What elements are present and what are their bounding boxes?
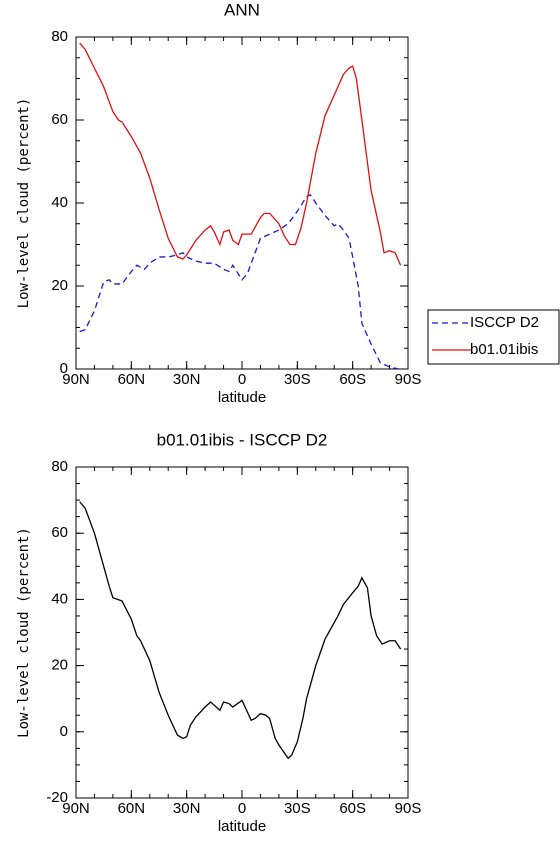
x-tick-label: 30N bbox=[173, 800, 201, 817]
x-tick-label: 90S bbox=[395, 371, 422, 388]
x-tick-label: 90S bbox=[395, 800, 422, 817]
plot-frame bbox=[75, 466, 409, 799]
legend-box bbox=[427, 309, 560, 365]
chart-title: b01.01ibis - ISCCP D2 bbox=[157, 430, 328, 449]
x-axis-label: latitude bbox=[218, 389, 266, 406]
y-tick-label: 80 bbox=[51, 28, 68, 45]
y-axis-label: Low-level cloud (percent) bbox=[16, 527, 32, 738]
y-axis-label: Low-level cloud (percent) bbox=[16, 98, 32, 309]
y-tick-label: 40 bbox=[51, 194, 68, 211]
plot-frame bbox=[75, 36, 409, 370]
x-tick-label: 60S bbox=[339, 371, 366, 388]
x-tick-label: 60N bbox=[118, 371, 146, 388]
y-tick-label: 60 bbox=[51, 111, 68, 128]
legend-label: ISCCP D2 bbox=[470, 314, 539, 331]
data-line bbox=[79, 501, 402, 760]
x-tick-label: 0 bbox=[238, 371, 246, 388]
y-tick-label: 0 bbox=[60, 723, 68, 740]
x-tick-label: 60S bbox=[339, 800, 366, 817]
x-tick-label: 30S bbox=[284, 800, 311, 817]
x-axis-label: latitude bbox=[218, 818, 266, 835]
x-tick-label: 90N bbox=[62, 371, 90, 388]
y-tick-label: 80 bbox=[51, 458, 68, 475]
data-line bbox=[79, 42, 402, 266]
y-tick-label: -20 bbox=[46, 789, 68, 806]
x-tick-label: 90N bbox=[62, 800, 90, 817]
y-tick-label: 40 bbox=[51, 590, 68, 607]
y-tick-label: 20 bbox=[51, 657, 68, 674]
data-line bbox=[79, 193, 405, 370]
y-tick-label: 0 bbox=[60, 360, 68, 377]
chart-title: ANN bbox=[224, 0, 260, 19]
x-tick-label: 0 bbox=[238, 800, 246, 817]
y-tick-label: 20 bbox=[51, 277, 68, 294]
legend-label: b01.01ibis bbox=[470, 341, 538, 358]
x-tick-label: 30S bbox=[284, 371, 311, 388]
x-tick-label: 30N bbox=[173, 371, 201, 388]
x-tick-label: 60N bbox=[118, 800, 146, 817]
y-tick-label: 60 bbox=[51, 524, 68, 541]
